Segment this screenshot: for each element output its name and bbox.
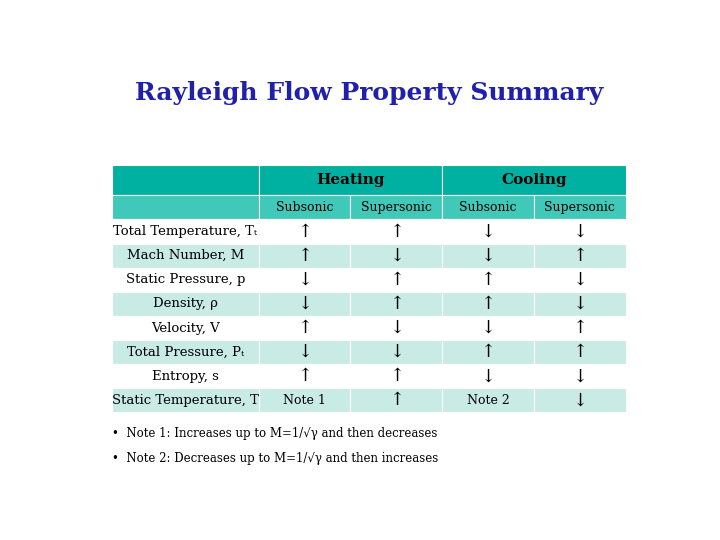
Bar (351, 194, 442, 219)
Bar (351, 244, 442, 268)
Text: Density, ρ: Density, ρ (153, 298, 218, 310)
Bar (112, 388, 258, 413)
Text: ↑: ↑ (572, 247, 588, 265)
Bar (258, 165, 442, 194)
Bar (112, 340, 258, 364)
Bar (258, 219, 351, 244)
Text: Heating: Heating (316, 173, 384, 186)
Text: ↑: ↑ (572, 319, 588, 337)
Bar (112, 292, 258, 316)
Text: ↓: ↓ (389, 247, 404, 265)
Bar (442, 165, 626, 194)
Text: ↓: ↓ (480, 247, 495, 265)
Text: ↓: ↓ (297, 343, 312, 361)
Text: Static Pressure, p: Static Pressure, p (126, 273, 246, 286)
Text: ↑: ↑ (480, 295, 495, 313)
Bar (258, 268, 351, 292)
Bar (258, 244, 351, 268)
Text: ↓: ↓ (572, 367, 588, 385)
Bar (442, 244, 534, 268)
Text: ↑: ↑ (572, 343, 588, 361)
Text: ↓: ↓ (572, 222, 588, 240)
Bar (351, 364, 442, 388)
Text: ↓: ↓ (572, 392, 588, 409)
Text: Velocity, V: Velocity, V (151, 321, 220, 334)
Bar (258, 340, 351, 364)
Text: ↑: ↑ (389, 367, 404, 385)
Text: ↑: ↑ (389, 392, 404, 409)
Text: ↓: ↓ (297, 295, 312, 313)
Bar (534, 268, 626, 292)
Bar (534, 316, 626, 340)
Bar (112, 244, 258, 268)
Bar (112, 219, 258, 244)
Text: •  Note 2: Decreases up to M=1/√γ and then increases: • Note 2: Decreases up to M=1/√γ and the… (112, 452, 438, 465)
Bar (258, 194, 351, 219)
Text: ↓: ↓ (389, 343, 404, 361)
Text: ↑: ↑ (297, 367, 312, 385)
Text: ↑: ↑ (480, 271, 495, 289)
Text: ↓: ↓ (480, 222, 495, 240)
Text: Mach Number, M: Mach Number, M (127, 249, 244, 262)
Bar (442, 364, 534, 388)
Text: Rayleigh Flow Property Summary: Rayleigh Flow Property Summary (135, 82, 603, 105)
Bar (534, 194, 626, 219)
Bar (112, 268, 258, 292)
Text: ↑: ↑ (297, 247, 312, 265)
Bar (534, 364, 626, 388)
Text: ↑: ↑ (389, 271, 404, 289)
Text: ↓: ↓ (480, 367, 495, 385)
Bar (442, 268, 534, 292)
Text: ↓: ↓ (572, 295, 588, 313)
Text: Static Temperature, T: Static Temperature, T (112, 394, 259, 407)
Text: •  Note 1: Increases up to M=1/√γ and then decreases: • Note 1: Increases up to M=1/√γ and the… (112, 427, 438, 440)
Bar (442, 219, 534, 244)
Text: Supersonic: Supersonic (361, 200, 432, 213)
Text: Subsonic: Subsonic (459, 200, 517, 213)
Bar (534, 340, 626, 364)
Bar (112, 364, 258, 388)
Bar (351, 340, 442, 364)
Bar (442, 316, 534, 340)
Bar (351, 219, 442, 244)
Text: ↓: ↓ (480, 319, 495, 337)
Bar (112, 316, 258, 340)
Bar (534, 388, 626, 413)
Bar (442, 292, 534, 316)
Text: ↑: ↑ (297, 222, 312, 240)
Bar (258, 388, 351, 413)
Text: ↓: ↓ (572, 271, 588, 289)
Bar (258, 364, 351, 388)
Bar (351, 388, 442, 413)
Bar (442, 340, 534, 364)
Bar (258, 292, 351, 316)
Bar (351, 292, 442, 316)
Text: Note 1: Note 1 (283, 394, 326, 407)
Text: ↑: ↑ (389, 295, 404, 313)
Bar (258, 316, 351, 340)
Text: ↑: ↑ (480, 343, 495, 361)
Text: Entropy, s: Entropy, s (152, 370, 219, 383)
Bar (442, 194, 534, 219)
Text: Subsonic: Subsonic (276, 200, 333, 213)
Bar (534, 292, 626, 316)
Text: ↑: ↑ (389, 222, 404, 240)
Bar (534, 219, 626, 244)
Bar (112, 165, 258, 194)
Bar (112, 194, 258, 219)
Bar (534, 244, 626, 268)
Bar (442, 388, 534, 413)
Text: Note 2: Note 2 (467, 394, 510, 407)
Text: Total Pressure, Pₜ: Total Pressure, Pₜ (127, 346, 244, 359)
Text: Total Temperature, Tₜ: Total Temperature, Tₜ (114, 225, 258, 238)
Bar (351, 268, 442, 292)
Bar (351, 316, 442, 340)
Text: ↓: ↓ (297, 271, 312, 289)
Text: ↓: ↓ (389, 319, 404, 337)
Text: ↑: ↑ (297, 319, 312, 337)
Text: Cooling: Cooling (501, 173, 567, 186)
Text: Supersonic: Supersonic (544, 200, 615, 213)
